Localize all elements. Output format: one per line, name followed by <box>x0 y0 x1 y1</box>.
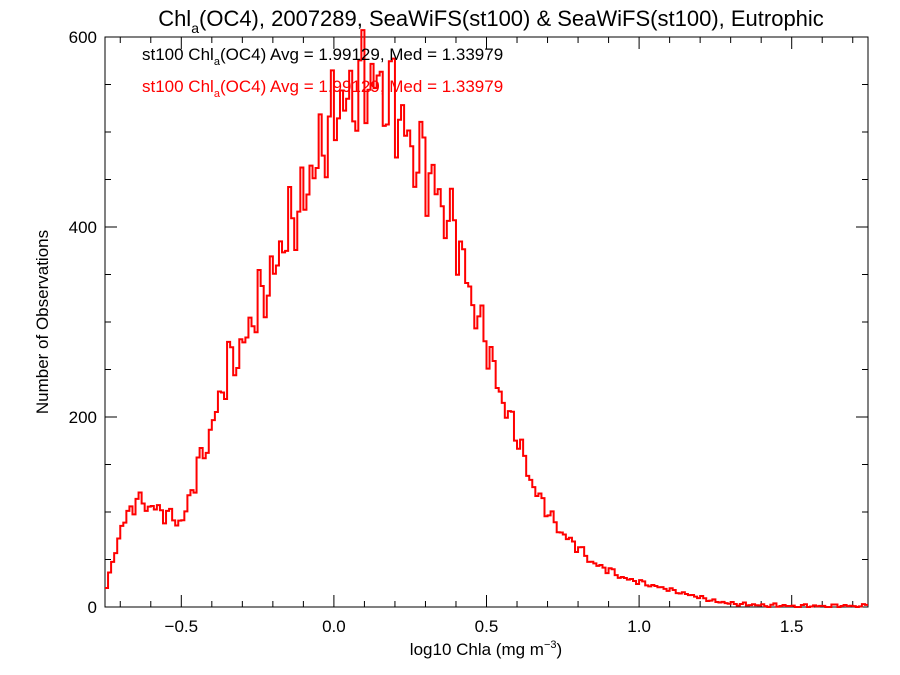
series-line <box>105 29 868 608</box>
plot-frame <box>104 36 869 608</box>
annotation-avg-med-1: st100 Chla(OC4) Avg = 1.99129, Med = 1.3… <box>142 45 503 68</box>
axis-ticks <box>105 36 868 608</box>
annotation-1-sub: a <box>214 56 221 68</box>
y-tick-label: 400 <box>69 218 97 237</box>
x-axis-label-post: ) <box>557 640 563 659</box>
annotation-2-post: (OC4) Avg = 1.99129, Med = 1.33979 <box>220 77 503 96</box>
x-tick-label: 0.0 <box>322 617 346 636</box>
chart-title-post: (OC4), 2007289, SeaWiFS(st100) & SeaWiFS… <box>199 6 824 31</box>
annotations: st100 Chla(OC4) Avg = 1.99129, Med = 1.3… <box>142 45 503 100</box>
y-tick-label: 600 <box>69 28 97 47</box>
x-tick-label: 1.0 <box>627 617 651 636</box>
x-axis-label: log10 Chla (mg m−3) <box>410 639 562 659</box>
x-axis-label-pre: log10 Chla (mg m <box>410 640 544 659</box>
annotation-1-post: (OC4) Avg = 1.99129, Med = 1.33979 <box>220 45 503 64</box>
y-axis-label: Number of Observations <box>33 230 52 414</box>
x-tick-label: 1.5 <box>780 617 804 636</box>
y-tick-label: 0 <box>88 598 97 617</box>
x-tick-label: −0.5 <box>165 617 199 636</box>
tick-labels: −0.5 0.0 0.5 1.0 1.5 0 200 400 600 <box>69 28 804 636</box>
chart-title-sub: a <box>191 20 199 36</box>
chart-title: Chla(OC4), 2007289, SeaWiFS(st100) & Sea… <box>158 6 824 36</box>
annotation-2-pre: st100 Chl <box>142 77 214 96</box>
x-axis-label-sup: −3 <box>544 639 557 651</box>
y-tick-label: 200 <box>69 408 97 427</box>
x-tick-label: 0.5 <box>475 617 499 636</box>
annotation-avg-med-2: st100 Chla(OC4) Avg = 1.99129, Med = 1.3… <box>142 77 503 100</box>
annotation-2-sub: a <box>214 88 221 100</box>
annotation-1-pre: st100 Chl <box>142 45 214 64</box>
chart-title-pre: Chl <box>158 6 191 31</box>
